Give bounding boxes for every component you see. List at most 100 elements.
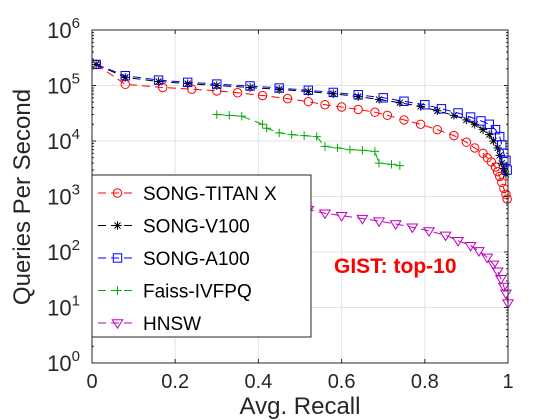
data-point <box>353 104 363 115</box>
data-point <box>345 145 355 154</box>
data-point <box>182 77 193 88</box>
x-tick-label: 0.6 <box>328 371 356 393</box>
data-point <box>274 83 284 93</box>
legend-marker <box>111 319 124 330</box>
y-axis-label: Queries Per Second <box>9 89 36 305</box>
data-point <box>320 100 330 110</box>
data-point <box>91 60 101 69</box>
legend-marker <box>113 221 122 230</box>
x-tick-label: 0.8 <box>411 371 439 393</box>
data-point <box>320 142 330 151</box>
legend-label: SONG-TITAN X <box>143 184 277 205</box>
series-line <box>96 63 508 171</box>
data-point <box>478 125 488 134</box>
data-point <box>487 260 500 271</box>
legend-entry: SONG-A100 <box>98 249 250 270</box>
data-point <box>501 155 511 165</box>
data-point <box>232 88 243 98</box>
data-point <box>432 124 442 135</box>
data-point <box>502 165 512 175</box>
data-point <box>212 79 222 89</box>
series-song-a100 <box>91 59 512 175</box>
data-point <box>422 227 436 238</box>
data-point <box>329 89 338 98</box>
legend-marker <box>113 286 122 295</box>
y-tick-label: 104 <box>47 126 80 154</box>
legend-entry: HNSW <box>98 314 201 335</box>
data-point <box>212 110 221 119</box>
data-point <box>382 110 393 121</box>
y-tick-label: 106 <box>47 15 80 43</box>
data-point <box>492 166 503 177</box>
data-point <box>502 194 512 204</box>
y-tick-label: 102 <box>47 237 80 265</box>
data-point <box>287 130 296 139</box>
data-point <box>245 83 255 92</box>
data-point <box>406 223 419 234</box>
data-point <box>303 85 314 95</box>
data-point <box>420 100 430 110</box>
data-point <box>299 131 309 140</box>
data-point <box>262 124 271 133</box>
data-point <box>336 102 347 112</box>
y-axis-ticks: 100 101 102 103 104 105 106 <box>47 15 508 376</box>
legend: SONG-TITAN X SONG-V100 SONG-A100 Faiss-IVFP… <box>91 174 312 338</box>
legend-entry: SONG-V100 <box>98 217 250 238</box>
data-point <box>370 107 380 117</box>
legend-marker <box>112 188 123 198</box>
data-point <box>491 267 504 278</box>
data-point <box>470 143 480 153</box>
data-point <box>481 253 494 264</box>
data-point <box>453 108 463 118</box>
data-point <box>318 209 332 220</box>
data-point <box>212 81 221 90</box>
data-point <box>399 96 409 106</box>
data-point <box>490 162 501 172</box>
data-point <box>497 177 507 188</box>
data-point <box>485 130 494 139</box>
data-point <box>465 112 476 122</box>
legend-box <box>91 174 312 338</box>
data-point <box>356 214 369 225</box>
data-point <box>153 75 164 85</box>
series-line <box>95 63 508 200</box>
data-point <box>257 90 268 101</box>
data-point <box>333 143 342 153</box>
data-point <box>282 93 293 104</box>
data-point <box>489 136 498 146</box>
data-point <box>499 289 513 300</box>
data-point <box>472 247 485 257</box>
data-point <box>464 241 477 252</box>
x-tick-label: 1 <box>502 371 513 393</box>
data-point <box>436 104 447 114</box>
legend-entry: Faiss-IVFPQ <box>98 282 252 303</box>
dataset-annotation: GIST: top-10 <box>334 255 457 278</box>
data-point <box>370 147 380 156</box>
x-axis-ticks: 0 0.2 0.4 0.6 0.8 1 <box>86 30 514 393</box>
x-axis-label: Avg. Recall <box>240 393 361 420</box>
x-tick-label: 0.2 <box>161 371 189 393</box>
data-point <box>451 236 465 247</box>
data-point <box>258 120 267 129</box>
data-point <box>245 81 255 91</box>
data-point <box>399 115 409 125</box>
data-point <box>312 132 321 141</box>
legend-label: HNSW <box>143 314 201 335</box>
data-point <box>328 87 338 98</box>
data-point <box>470 120 479 129</box>
data-point <box>389 220 402 231</box>
data-point <box>449 130 459 141</box>
data-point <box>358 146 367 155</box>
series-faiss-ivfpq <box>212 110 405 170</box>
data-point <box>374 158 384 168</box>
data-point <box>120 71 130 81</box>
y-tick-label: 100 <box>47 348 80 376</box>
data-point <box>183 79 192 88</box>
legend-label: Faiss-IVFPQ <box>143 282 252 303</box>
data-point <box>353 90 363 100</box>
legend-entry: SONG-TITAN X <box>98 184 277 205</box>
data-point <box>497 282 510 293</box>
data-point <box>237 111 246 121</box>
data-point <box>275 85 284 94</box>
